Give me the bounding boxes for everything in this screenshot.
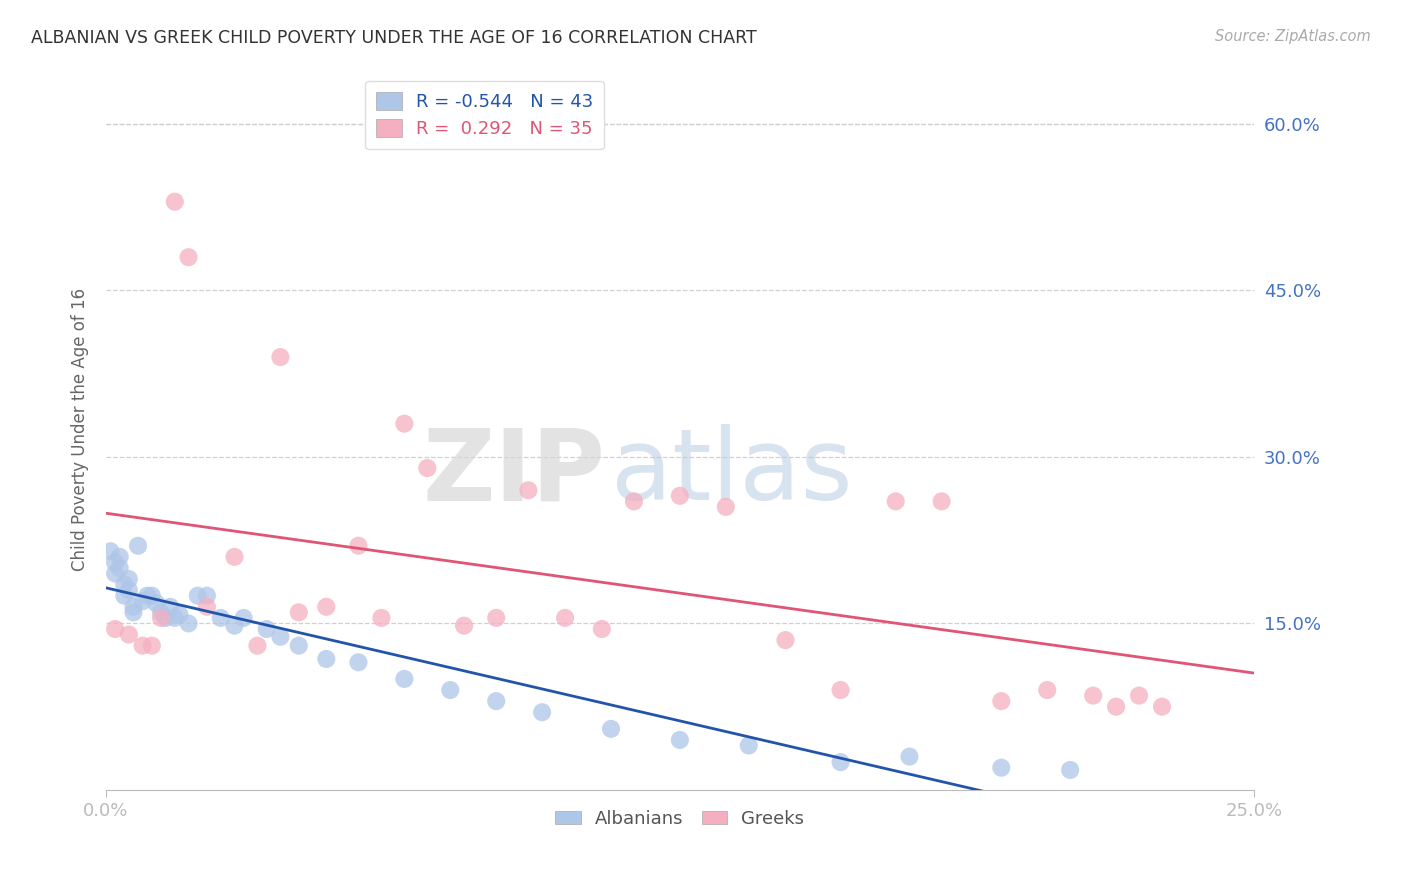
- Point: [669, 489, 692, 503]
- Point: [669, 733, 692, 747]
- Point: [108, 549, 131, 564]
- Point: [187, 589, 209, 603]
- Point: [104, 622, 127, 636]
- Point: [177, 616, 200, 631]
- Point: [1081, 689, 1104, 703]
- Point: [131, 639, 153, 653]
- Point: [269, 350, 291, 364]
- Text: atlas: atlas: [612, 424, 852, 521]
- Point: [531, 705, 554, 719]
- Point: [118, 583, 141, 598]
- Point: [150, 605, 173, 619]
- Point: [315, 599, 337, 614]
- Point: [485, 694, 508, 708]
- Point: [104, 555, 127, 569]
- Point: [623, 494, 645, 508]
- Point: [108, 561, 131, 575]
- Point: [118, 627, 141, 641]
- Point: [1128, 689, 1150, 703]
- Point: [453, 618, 475, 632]
- Point: [370, 611, 392, 625]
- Point: [416, 461, 439, 475]
- Point: [931, 494, 953, 508]
- Point: [232, 611, 254, 625]
- Point: [287, 639, 309, 653]
- Point: [141, 639, 163, 653]
- Point: [127, 539, 149, 553]
- Point: [122, 599, 145, 614]
- Point: [122, 605, 145, 619]
- Text: ALBANIAN VS GREEK CHILD POVERTY UNDER THE AGE OF 16 CORRELATION CHART: ALBANIAN VS GREEK CHILD POVERTY UNDER TH…: [31, 29, 756, 46]
- Point: [195, 589, 218, 603]
- Point: [209, 611, 232, 625]
- Point: [554, 611, 576, 625]
- Point: [600, 722, 623, 736]
- Point: [246, 639, 269, 653]
- Point: [287, 605, 309, 619]
- Point: [269, 630, 291, 644]
- Point: [990, 694, 1012, 708]
- Point: [256, 622, 278, 636]
- Point: [169, 607, 191, 622]
- Point: [347, 655, 370, 669]
- Point: [830, 755, 852, 769]
- Legend: Albanians, Greeks: Albanians, Greeks: [548, 803, 811, 835]
- Point: [517, 483, 540, 498]
- Point: [224, 549, 246, 564]
- Point: [714, 500, 737, 514]
- Y-axis label: Child Poverty Under the Age of 16: Child Poverty Under the Age of 16: [72, 287, 89, 571]
- Point: [394, 417, 416, 431]
- Point: [439, 683, 461, 698]
- Point: [195, 599, 218, 614]
- Point: [141, 589, 163, 603]
- Point: [884, 494, 907, 508]
- Point: [163, 194, 186, 209]
- Text: Source: ZipAtlas.com: Source: ZipAtlas.com: [1215, 29, 1371, 44]
- Point: [159, 599, 181, 614]
- Point: [394, 672, 416, 686]
- Point: [112, 577, 135, 591]
- Point: [830, 683, 852, 698]
- Point: [775, 633, 797, 648]
- Point: [347, 539, 370, 553]
- Point: [104, 566, 127, 581]
- Point: [155, 611, 177, 625]
- Point: [177, 250, 200, 264]
- Point: [150, 611, 173, 625]
- Point: [1059, 763, 1081, 777]
- Point: [315, 652, 337, 666]
- Point: [990, 761, 1012, 775]
- Point: [738, 739, 761, 753]
- Point: [224, 618, 246, 632]
- Point: [1036, 683, 1059, 698]
- Point: [898, 749, 921, 764]
- Point: [163, 611, 186, 625]
- Point: [112, 589, 135, 603]
- Point: [118, 572, 141, 586]
- Point: [100, 544, 122, 558]
- Text: ZIP: ZIP: [422, 424, 605, 521]
- Point: [145, 597, 167, 611]
- Point: [131, 594, 153, 608]
- Point: [1150, 699, 1173, 714]
- Point: [1105, 699, 1128, 714]
- Point: [485, 611, 508, 625]
- Point: [591, 622, 613, 636]
- Point: [136, 589, 159, 603]
